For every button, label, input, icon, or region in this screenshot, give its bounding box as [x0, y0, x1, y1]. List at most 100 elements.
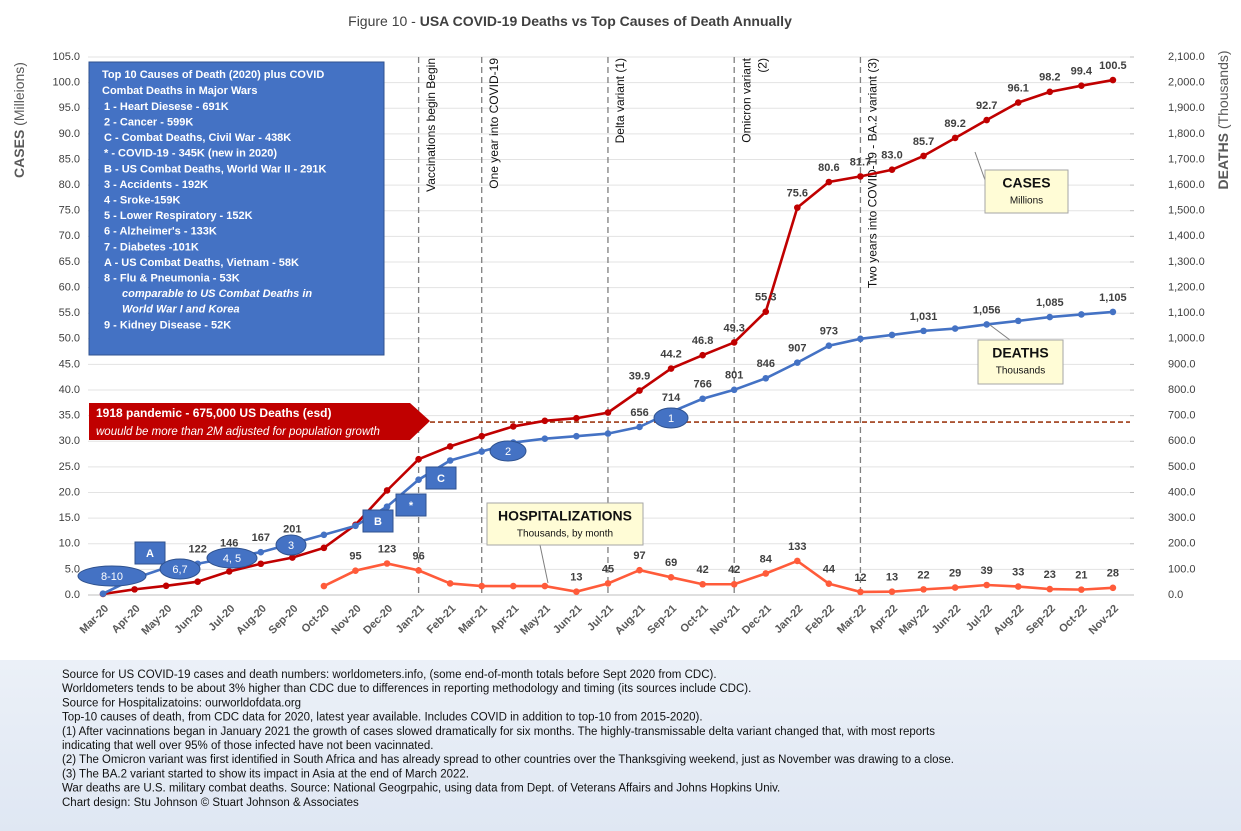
marker-label: 6,7	[172, 564, 187, 576]
event-label: Vaccinations begin Begin	[424, 58, 438, 192]
data-point	[415, 567, 422, 574]
data-label: 1,056	[973, 304, 1001, 316]
y2-tick-label: 100.0	[1168, 563, 1196, 575]
title: USA COVID-19 Deaths vs Top Causes of Dea…	[420, 13, 792, 29]
marker-shape	[395, 493, 427, 517]
data-label: 89.2	[944, 118, 965, 130]
y2-tick-label: 1,900.0	[1168, 102, 1205, 114]
data-point	[1014, 99, 1022, 106]
data-point	[1046, 88, 1054, 96]
data-point	[951, 325, 959, 332]
y-axis-title: CASES (Milleions)	[11, 62, 27, 178]
data-point	[857, 335, 864, 343]
y-tick-label: 30.0	[59, 435, 80, 447]
data-point	[1078, 82, 1085, 89]
data-point	[1078, 311, 1085, 318]
legend-box-title: Top 10 Causes of Death (2020) plus COVID	[102, 69, 324, 81]
data-point	[920, 586, 927, 593]
data-point	[762, 374, 770, 382]
data-point	[573, 414, 580, 422]
data-point	[320, 544, 328, 552]
y-tick-label: 20.0	[59, 486, 80, 498]
data-point	[794, 359, 801, 366]
chart-title: Figure 10 - USA COVID-19 Deaths vs Top C…	[348, 13, 792, 29]
data-label: 96.1	[1008, 83, 1029, 95]
data-label: 96	[412, 550, 424, 562]
data-point	[99, 590, 107, 598]
data-label: 83.0	[881, 150, 902, 162]
data-point	[983, 116, 990, 124]
y2-tick-label: 300.0	[1168, 512, 1196, 524]
marker-label: B	[374, 516, 382, 528]
data-label: 95	[349, 551, 361, 563]
data-label: 45	[602, 563, 614, 575]
data-point	[1014, 583, 1022, 590]
legend-box-item: 5 - Lower Respiratory - 152K	[104, 210, 253, 222]
callout-unit: Thousands	[996, 366, 1045, 377]
legend-box-item: World War I and Korea	[122, 304, 240, 316]
legend-box-item: A - US Combat Deaths, Vietnam - 58K	[104, 257, 299, 269]
data-label: 973	[820, 326, 838, 338]
data-point	[541, 435, 549, 443]
data-point	[983, 581, 990, 589]
marker-shape	[425, 466, 457, 490]
data-label: 907	[788, 343, 806, 355]
y-tick-label: 90.0	[59, 128, 80, 140]
y2-tick-label: 900.0	[1168, 358, 1196, 370]
callout-title: CASES	[1002, 175, 1050, 191]
callout-pointer	[989, 324, 1011, 341]
y2-tick-label: 1,300.0	[1168, 256, 1205, 268]
data-point	[131, 586, 138, 593]
data-point	[415, 455, 422, 463]
y2-tick-label: 1,800.0	[1168, 128, 1205, 140]
data-point	[509, 582, 517, 590]
data-label: 44.2	[660, 348, 681, 360]
data-point	[667, 574, 675, 581]
callout-box	[977, 339, 1064, 385]
data-point	[888, 331, 896, 339]
y-tick-label: 75.0	[59, 205, 80, 217]
data-point	[983, 321, 990, 328]
data-point	[1046, 313, 1054, 321]
data-label: 13	[886, 572, 898, 584]
footnote: (2) The Omicron variant was first identi…	[62, 754, 954, 766]
data-point	[1109, 308, 1117, 316]
data-label: 123	[378, 543, 396, 555]
data-point	[162, 582, 170, 590]
legend-box-item: 1 - Heart Diesese - 691K	[104, 101, 229, 113]
y2-tick-label: 1,400.0	[1168, 230, 1205, 242]
data-label: 29	[949, 567, 961, 579]
y2-tick-label: 1,600.0	[1168, 179, 1205, 191]
y2-tick-label: 800.0	[1168, 384, 1196, 396]
data-label: 97	[633, 550, 645, 562]
legend-box-item: comparable to US Combat Deaths in	[122, 288, 312, 300]
legend-box-item: C - Combat Deaths, Civil War - 438K	[104, 132, 291, 144]
data-point	[352, 522, 359, 530]
y-tick-label: 45.0	[59, 358, 80, 370]
data-point	[257, 560, 265, 568]
y2-tick-label: 500.0	[1168, 461, 1196, 473]
y2-label: DEATHS	[1215, 133, 1231, 190]
y2-tick-label: 1,200.0	[1168, 281, 1205, 293]
data-label: 167	[252, 532, 270, 544]
marker-shape	[275, 534, 307, 556]
y-tick-label: 5.0	[65, 563, 80, 575]
data-point	[257, 548, 265, 556]
data-point	[888, 166, 896, 174]
data-point	[857, 173, 864, 180]
data-point	[320, 582, 328, 590]
marker-shape	[159, 558, 201, 580]
y-tick-label: 25.0	[59, 461, 80, 473]
marker-label: 8-10	[101, 571, 123, 583]
data-point	[1109, 584, 1117, 592]
legend-box-item: 2 - Cancer - 599K	[104, 117, 193, 129]
data-label: 846	[757, 358, 775, 370]
y-tick-label: 40.0	[59, 384, 80, 396]
footnote: (3) The BA.2 variant started to show its…	[62, 768, 469, 780]
y2-tick-label: 2,000.0	[1168, 77, 1205, 89]
y-tick-label: 50.0	[59, 333, 80, 345]
y2-tick-label: 1,000.0	[1168, 333, 1205, 345]
y2-tick-label: 2,100.0	[1168, 51, 1205, 63]
y2-axis-title: DEATHS (Thousands)	[1215, 50, 1231, 189]
